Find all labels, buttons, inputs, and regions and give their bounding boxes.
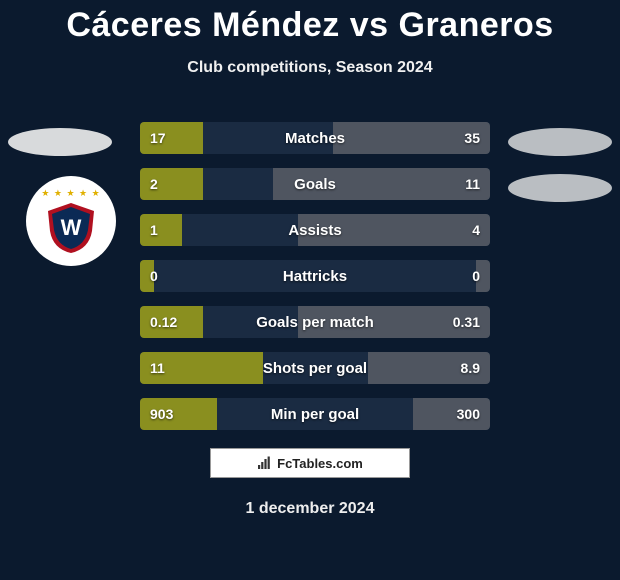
stat-label: Goals bbox=[140, 168, 490, 200]
svg-text:W: W bbox=[61, 215, 82, 240]
stat-row: 118.9Shots per goal bbox=[140, 352, 490, 384]
stat-label: Shots per goal bbox=[140, 352, 490, 384]
left-oval-logo bbox=[8, 128, 112, 156]
stat-row: 0.120.31Goals per match bbox=[140, 306, 490, 338]
right-oval-logo-2 bbox=[508, 174, 612, 202]
footer-attribution: FcTables.com bbox=[210, 448, 410, 478]
badge-stars-icon: ★ ★ ★ ★ ★ bbox=[41, 188, 100, 199]
stat-row: 211Goals bbox=[140, 168, 490, 200]
stat-row: 1735Matches bbox=[140, 122, 490, 154]
stats-container: 1735Matches 211Goals 14Assists 00Hattricks 0… bbox=[140, 122, 490, 444]
stat-label: Matches bbox=[140, 122, 490, 154]
footer-label: FcTables.com bbox=[277, 456, 363, 471]
right-oval-logo-1 bbox=[508, 128, 612, 156]
stat-label: Assists bbox=[140, 214, 490, 246]
left-club-badge: ★ ★ ★ ★ ★ W bbox=[26, 176, 116, 266]
stat-label: Goals per match bbox=[140, 306, 490, 338]
stat-label: Min per goal bbox=[140, 398, 490, 430]
subtitle: Club competitions, Season 2024 bbox=[0, 59, 620, 77]
bars-icon bbox=[257, 456, 273, 470]
shield-icon: W bbox=[44, 201, 98, 255]
date-label: 1 december 2024 bbox=[0, 500, 620, 518]
page-title: Cáceres Méndez vs Graneros bbox=[0, 0, 620, 45]
stat-row: 00Hattricks bbox=[140, 260, 490, 292]
stat-label: Hattricks bbox=[140, 260, 490, 292]
stat-row: 903300Min per goal bbox=[140, 398, 490, 430]
stat-row: 14Assists bbox=[140, 214, 490, 246]
